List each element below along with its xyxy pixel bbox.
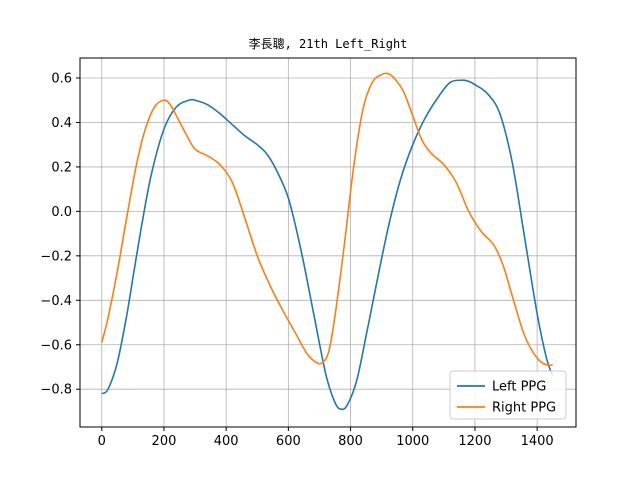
series-line-right-ppg — [100, 72, 553, 367]
series-line-left-ppg — [101, 79, 554, 411]
x-tick-label: 200 — [152, 434, 177, 449]
y-tick-label: −0.6 — [40, 338, 72, 353]
x-tick-label: 800 — [338, 434, 363, 449]
series-lines — [100, 72, 554, 411]
x-tick-label: 1200 — [458, 434, 491, 449]
y-tick-label: −0.4 — [40, 294, 72, 309]
legend-label: Right PPG — [492, 401, 556, 416]
axis-ticks: 0 200 400 600 800 1000 1200 1400 −0.8 −0.6 −0.4 −0.… — [40, 72, 553, 449]
y-tick-label: −0.2 — [40, 249, 72, 264]
y-tick-label: 0.4 — [51, 116, 72, 131]
y-tick-label: 0.6 — [51, 72, 72, 87]
y-tick-label: −0.8 — [40, 383, 72, 398]
y-tick-label: 0.2 — [51, 160, 72, 175]
y-tick-label: 0.0 — [51, 205, 72, 220]
x-tick-label: 0 — [98, 434, 106, 449]
legend: Left PPG Right PPG — [449, 370, 567, 420]
x-tick-label: 1400 — [521, 434, 554, 449]
chart-title: 李長聰, 21th Left_Right — [249, 36, 408, 51]
legend-label: Left PPG — [492, 380, 546, 395]
plot-frame — [79, 57, 577, 428]
x-tick-label: 600 — [276, 434, 301, 449]
x-tick-label: 1000 — [396, 434, 429, 449]
x-tick-label: 400 — [214, 434, 239, 449]
